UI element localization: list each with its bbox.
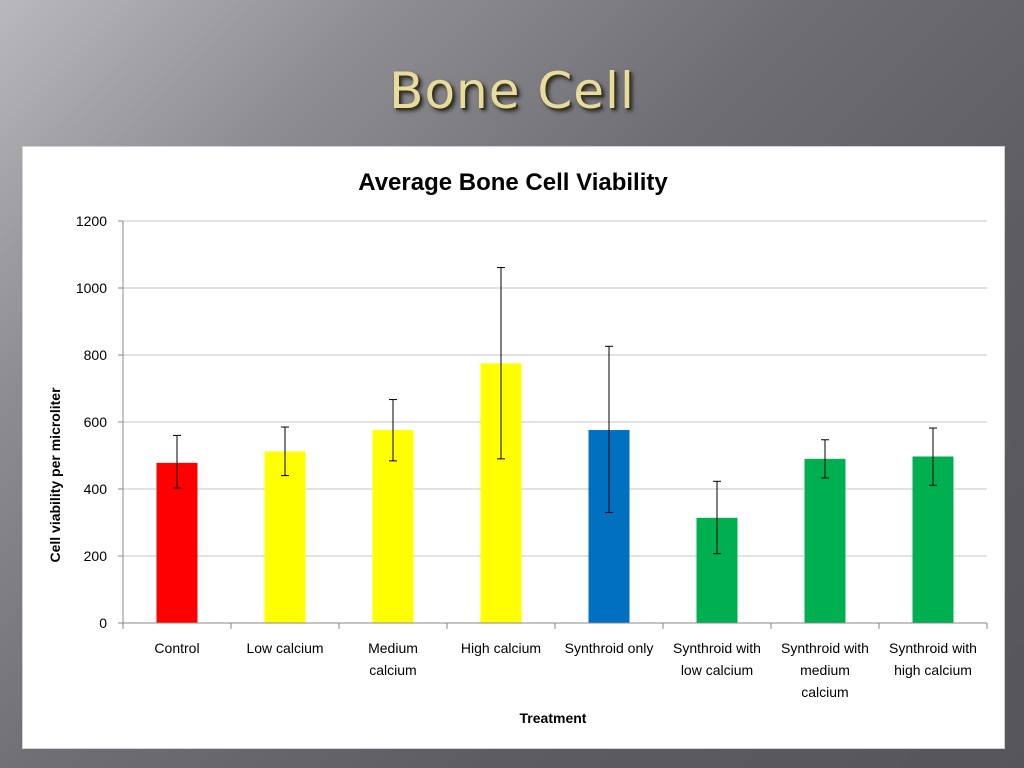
x-category-label-line: Synthroid with — [889, 640, 977, 656]
x-category-label-line: Synthroid only — [565, 640, 654, 656]
y-tick-label: 1200 — [76, 213, 107, 229]
x-category-label-line: medium — [800, 662, 850, 678]
x-axis-title: Treatment — [520, 710, 587, 726]
x-category-label-line: Synthroid with — [781, 640, 869, 656]
x-category-label-line: Synthroid with — [673, 640, 761, 656]
x-category-label: Medium calcium — [368, 640, 418, 678]
y-tick-label: 0 — [99, 615, 107, 631]
error-bar — [173, 434, 181, 489]
x-category-label-line: Control — [154, 640, 199, 656]
x-axis-categories: Control Low calcium Medium calcium High calc… — [154, 640, 977, 700]
error-bar — [497, 267, 505, 460]
axes — [122, 221, 988, 629]
x-category-label: High calcium — [461, 640, 541, 656]
x-category-label: Synthroid with high calcium — [889, 640, 977, 678]
x-category-label-line: calcium — [369, 662, 416, 678]
x-category-label-line: Low calcium — [246, 640, 323, 656]
x-category-label: Synthroid with low calcium — [673, 640, 761, 678]
x-category-label: Low calcium — [246, 640, 323, 656]
bar — [804, 458, 846, 623]
y-tick-label: 400 — [84, 481, 108, 497]
error-bar — [713, 480, 721, 555]
x-category-label-line: low calcium — [681, 662, 753, 678]
x-category-label-line: high calcium — [894, 662, 972, 678]
x-category-label: Synthroid with medium calcium — [781, 640, 869, 700]
bars — [156, 363, 954, 623]
gridlines — [123, 220, 987, 557]
chart-title: Average Bone Cell Viability — [358, 169, 668, 196]
y-tick-label: 800 — [84, 347, 108, 363]
bar-chart: Average Bone Cell Viability 0 200 400 600 80… — [47, 169, 988, 726]
y-tick-label: 200 — [84, 548, 108, 564]
bar — [264, 451, 306, 623]
error-bar — [389, 399, 397, 462]
x-category-label-line: High calcium — [461, 640, 541, 656]
bar — [156, 462, 198, 623]
y-axis-title: Cell viability per microliter — [47, 387, 63, 563]
chart-area: Average Bone Cell Viability 0 200 400 600 80… — [22, 146, 1005, 749]
x-category-label-line: Medium — [368, 640, 418, 656]
x-category-label: Control — [154, 640, 199, 656]
error-bar — [929, 427, 937, 486]
error-bars — [173, 267, 937, 555]
y-axis-ticks: 0 200 400 600 800 1000 1200 — [76, 213, 123, 631]
bar — [372, 430, 414, 623]
error-bar — [281, 426, 289, 477]
error-bar — [605, 345, 613, 513]
y-tick-label: 600 — [84, 414, 108, 430]
slide-title: Bone Cell — [389, 62, 635, 120]
x-category-label-line: calcium — [801, 684, 848, 700]
y-tick-label: 1000 — [76, 280, 107, 296]
error-bar — [821, 439, 829, 479]
x-category-label: Synthroid only — [565, 640, 654, 656]
